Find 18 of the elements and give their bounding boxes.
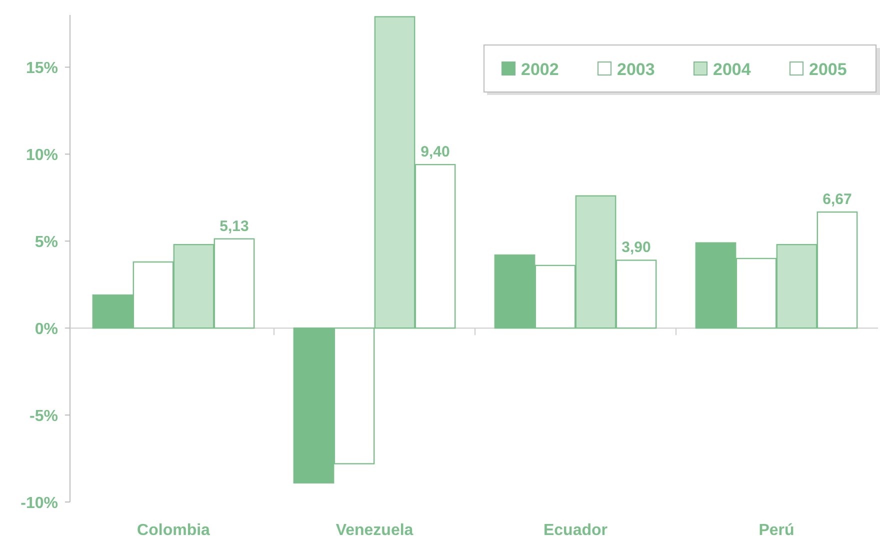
x-tick-label: Venezuela [336,522,414,539]
data-label: 6,67 [822,191,852,208]
x-tick-label: Colombia [137,522,210,539]
x-tick-label: Ecuador [543,522,608,539]
legend-label: 2002 [521,60,559,79]
y-tick-label: 10% [26,147,58,164]
data-label: 3,90 [622,239,651,256]
y-tick-label: 0% [34,321,58,338]
y-tick-label: 5% [34,234,58,252]
legend-label: 2004 [713,60,752,79]
x-tick-label: Perú [758,522,794,539]
legend-label: 2005 [809,60,847,79]
y-tick-label: 15% [26,60,58,78]
data-label: 5,13 [220,218,249,235]
y-tick-label: -5% [30,408,58,426]
legend-label: 2003 [617,60,655,79]
data-label: 9,40 [420,144,450,161]
y-tick-label: -10% [20,495,58,512]
